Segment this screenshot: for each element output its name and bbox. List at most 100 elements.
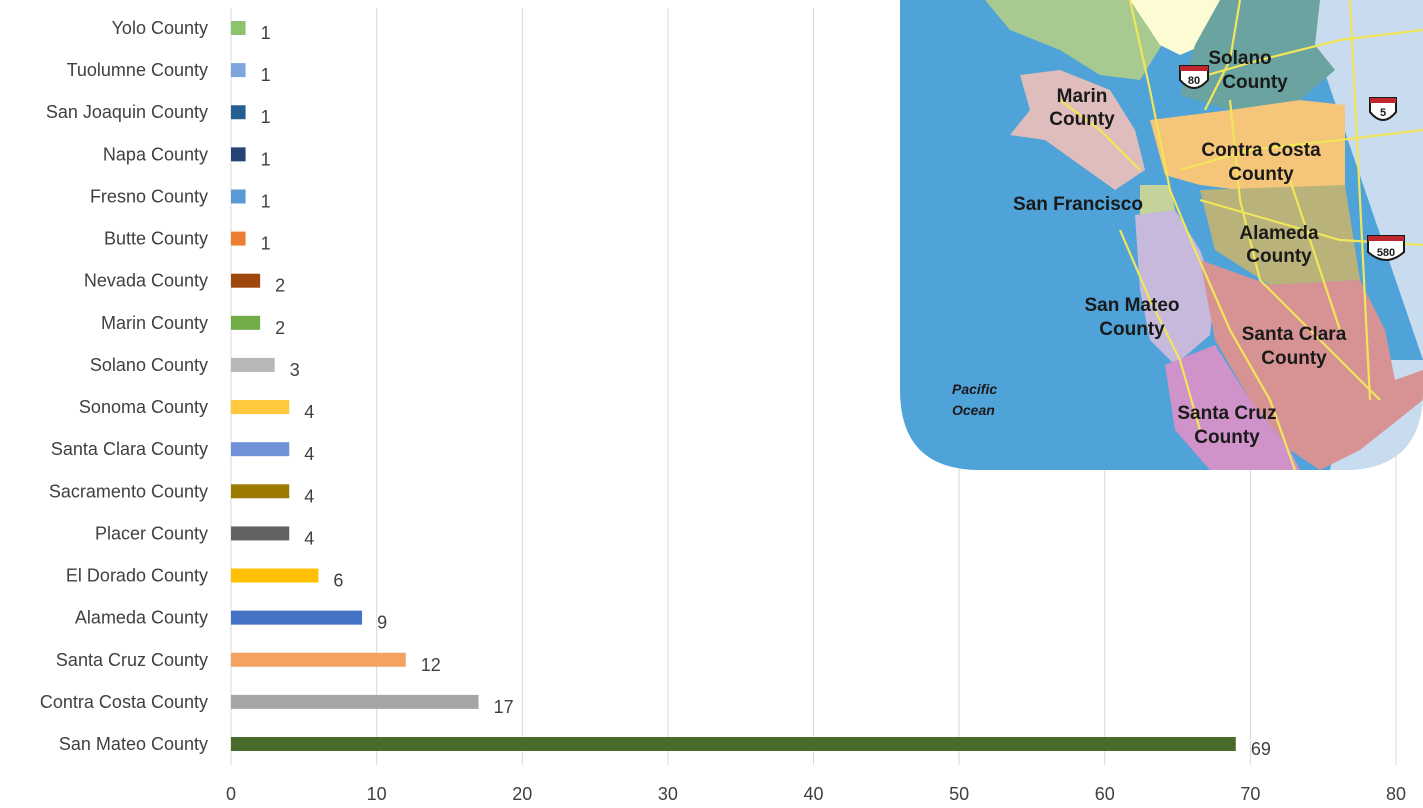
data-label: 4 <box>304 486 314 506</box>
map-label-solano: Solano County <box>1208 48 1288 93</box>
category-label: Sacramento County <box>49 481 208 501</box>
bar <box>231 484 290 499</box>
data-label: 12 <box>421 655 441 675</box>
bar <box>231 231 246 246</box>
svg-text:Santa Clara: Santa Clara <box>1242 324 1347 345</box>
map-label-alameda: Alameda County <box>1239 223 1319 267</box>
svg-text:Solano: Solano <box>1208 48 1271 69</box>
svg-text:Alameda: Alameda <box>1239 223 1319 244</box>
category-labels: San Mateo County Contra Costa County Santa… <box>40 18 208 754</box>
map-region-sonoma <box>985 0 1170 80</box>
data-label: 2 <box>275 318 285 338</box>
map-inset: 80 5 580 Solano County Marin County Cont… <box>900 0 1423 470</box>
category-label: Tuolumne County <box>67 60 208 80</box>
data-labels: 69 17 12 9 6 4 4 4 4 3 2 2 1 1 1 1 1 1 <box>261 23 1271 759</box>
category-label: Placer County <box>95 523 208 543</box>
bar <box>231 147 246 162</box>
bar <box>231 63 246 78</box>
svg-text:Contra Costa: Contra Costa <box>1201 140 1321 161</box>
category-label: San Joaquin County <box>46 102 208 122</box>
category-label: Butte County <box>104 229 208 249</box>
map-region-santa-clara <box>1200 260 1423 470</box>
category-label: Yolo County <box>112 18 208 38</box>
x-tick-label: 20 <box>512 784 532 804</box>
svg-text:San Francisco: San Francisco <box>1013 194 1143 215</box>
map-region-marin <box>1010 70 1145 190</box>
category-label: Santa Clara County <box>51 439 208 459</box>
map-inland-region <box>1300 0 1423 470</box>
svg-text:Marin: Marin <box>1057 86 1108 107</box>
map-region-contra-costa <box>1150 100 1345 195</box>
svg-text:County: County <box>1099 319 1165 340</box>
bar <box>231 442 290 457</box>
interstate-80-shield-icon: 80 <box>1179 65 1209 89</box>
map-label-san-francisco: San Francisco <box>1013 194 1143 215</box>
category-label: Sonoma County <box>79 397 208 417</box>
bar <box>231 737 1236 751</box>
data-label: 4 <box>304 402 314 422</box>
bar <box>231 568 319 583</box>
svg-text:County: County <box>1246 246 1312 267</box>
map-label-san-mateo: San Mateo County <box>1084 295 1179 340</box>
category-label: Alameda County <box>75 608 208 628</box>
bar <box>231 400 290 415</box>
map-region-santa-cruz <box>1165 345 1300 470</box>
map-label-marin: Marin County <box>1049 86 1115 130</box>
x-tick-label: 70 <box>1240 784 1260 804</box>
interstate-5-shield-icon: 5 <box>1369 97 1397 121</box>
data-label: 4 <box>304 444 314 464</box>
svg-text:Pacific: Pacific <box>952 381 997 397</box>
svg-text:Santa Cruz: Santa Cruz <box>1177 403 1276 424</box>
bar <box>231 357 275 372</box>
map-region-alameda <box>1200 185 1360 285</box>
svg-text:County: County <box>1228 164 1294 185</box>
data-label: 1 <box>261 65 271 85</box>
x-tick-label: 80 <box>1386 784 1406 804</box>
data-label: 1 <box>261 107 271 127</box>
category-label: El Dorado County <box>66 566 208 586</box>
data-label: 69 <box>1251 739 1271 759</box>
x-tick-label: 10 <box>367 784 387 804</box>
category-label: San Mateo County <box>59 734 208 754</box>
bar <box>231 610 363 625</box>
map-region-san-francisco <box>1140 185 1175 215</box>
data-label: 4 <box>304 528 314 548</box>
svg-text:County: County <box>1222 72 1288 93</box>
category-label: Napa County <box>103 144 208 164</box>
map-label-santa-cruz: Santa Cruz County <box>1177 403 1276 448</box>
map-label-santa-clara: Santa Clara County <box>1242 324 1347 369</box>
svg-text:County: County <box>1194 427 1260 448</box>
svg-text:San Mateo: San Mateo <box>1084 295 1179 316</box>
svg-text:80: 80 <box>1188 75 1200 87</box>
svg-text:County: County <box>1261 348 1327 369</box>
category-label: Fresno County <box>90 186 208 206</box>
bars <box>231 21 1236 751</box>
svg-text:Ocean: Ocean <box>952 402 995 418</box>
svg-text:5: 5 <box>1380 107 1386 119</box>
map-label-pacific-ocean: Pacific Ocean <box>952 381 997 418</box>
bar <box>231 189 246 204</box>
bar <box>231 694 479 709</box>
x-tick-label: 40 <box>803 784 823 804</box>
x-tick-label: 50 <box>949 784 969 804</box>
bar <box>231 105 246 120</box>
svg-text:County: County <box>1049 109 1115 130</box>
category-label: Solano County <box>90 355 208 375</box>
x-tick-labels: 0 10 20 30 40 50 60 70 80 <box>226 784 1406 804</box>
bar <box>231 273 261 288</box>
category-label: Santa Cruz County <box>56 650 208 670</box>
data-label: 3 <box>290 360 300 380</box>
category-label: Nevada County <box>84 271 208 291</box>
bar <box>231 21 246 35</box>
data-label: 2 <box>275 276 285 296</box>
data-label: 17 <box>494 697 514 717</box>
category-label: Marin County <box>101 313 208 333</box>
category-label: Contra Costa County <box>40 692 208 712</box>
data-label: 1 <box>261 23 271 43</box>
bar <box>231 315 261 330</box>
data-label: 1 <box>261 191 271 211</box>
map-label-contra-costa: Contra Costa County <box>1201 140 1321 185</box>
bar <box>231 526 290 541</box>
data-label: 1 <box>261 149 271 169</box>
